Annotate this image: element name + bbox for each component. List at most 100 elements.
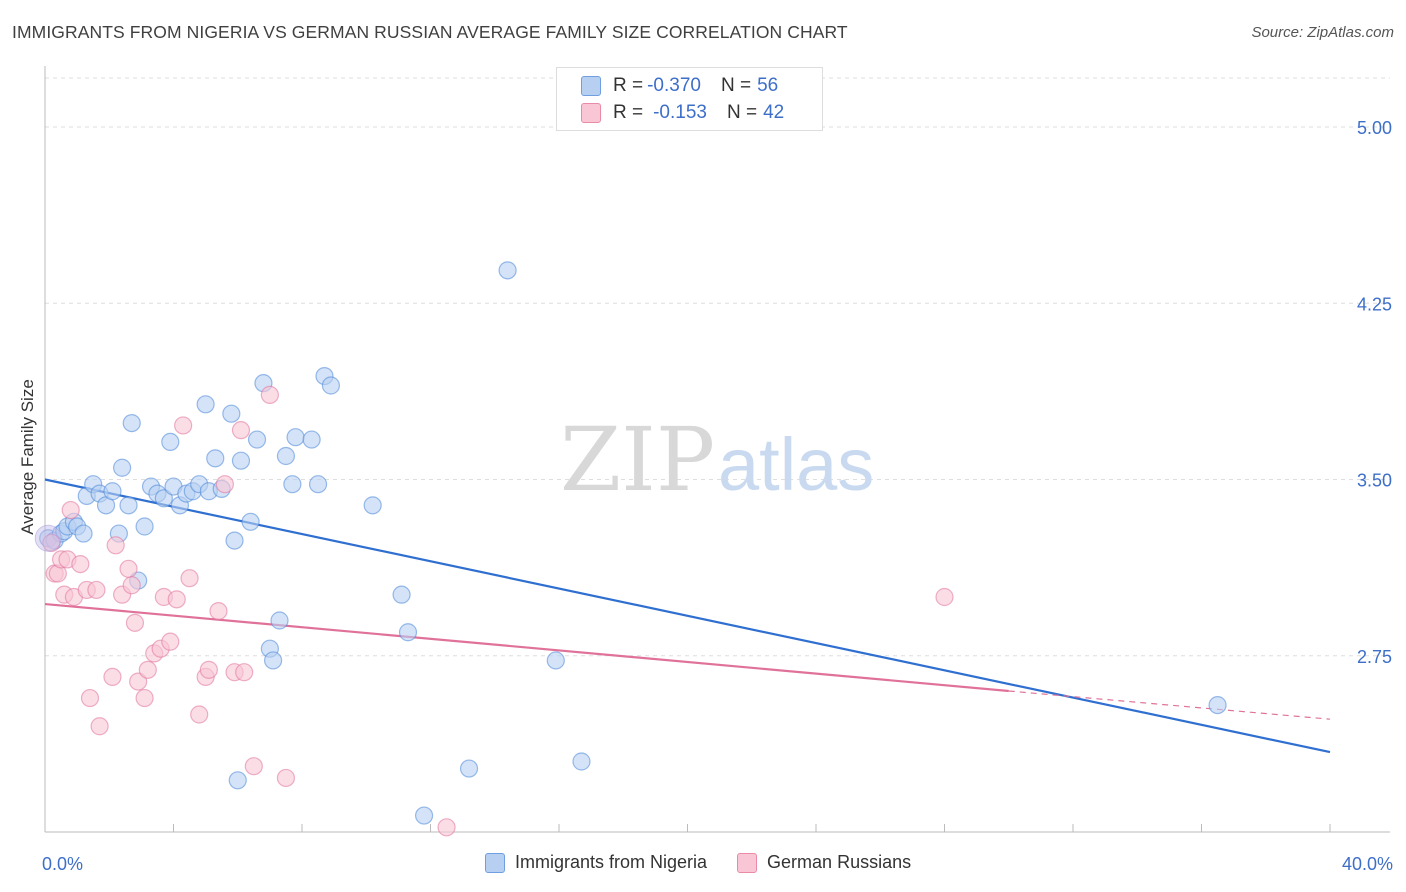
point-german-russians xyxy=(125,613,145,632)
point-nigeria xyxy=(414,806,434,825)
y-tick-label: 5.00 xyxy=(1357,118,1392,138)
point-german-russians xyxy=(190,705,209,724)
trend-line-german-russians xyxy=(44,602,1009,693)
point-german-russians xyxy=(180,569,199,588)
n-label: N = xyxy=(726,102,758,123)
stats-row-nigeria: R = -0.370 N = 56 xyxy=(581,73,778,99)
point-nigeria xyxy=(270,611,289,630)
point-german-russians xyxy=(231,421,251,440)
legend-swatch-nigeria xyxy=(485,852,505,873)
watermark-atlas: atlas xyxy=(718,423,874,506)
y-tick-label: 3.50 xyxy=(1357,471,1392,491)
point-nigeria xyxy=(321,376,341,395)
legend: Immigrants from Nigeria German Russians xyxy=(485,852,941,873)
point-nigeria xyxy=(103,482,122,501)
point-german-russians xyxy=(87,580,106,600)
trend-line-nigeria xyxy=(44,478,1331,754)
point-nigeria xyxy=(392,585,411,604)
grid-lines xyxy=(45,77,1390,657)
point-german-russians xyxy=(129,672,148,691)
point-nigeria xyxy=(283,475,302,494)
point-nigeria xyxy=(276,446,296,466)
point-nigeria xyxy=(498,261,517,280)
point-nigeria xyxy=(225,531,244,550)
point-german-russians xyxy=(209,601,228,621)
point-german-russians xyxy=(437,818,456,837)
point-german-russians xyxy=(935,587,954,607)
point-nigeria xyxy=(546,651,565,670)
point-nigeria xyxy=(1208,695,1227,715)
point-nigeria xyxy=(308,475,328,494)
trend-lines xyxy=(44,478,1331,754)
data-points xyxy=(34,261,1227,837)
point-nigeria xyxy=(302,430,321,449)
point-nigeria xyxy=(572,752,591,771)
point-german-russians xyxy=(122,576,141,595)
source-label: Source: ZipAtlas.com xyxy=(1251,24,1394,41)
y-axis-label: Average Family Size xyxy=(18,379,37,535)
point-nigeria xyxy=(196,395,215,414)
point-german-russians xyxy=(90,717,109,736)
point-german-russians xyxy=(80,688,100,708)
point-german-russians xyxy=(106,536,125,555)
point-german-russians xyxy=(174,416,193,435)
point-nigeria xyxy=(231,451,251,470)
r-label: R = xyxy=(613,102,644,123)
r-value: -0.370 xyxy=(647,75,701,96)
point-nigeria xyxy=(206,449,225,468)
n-value: 56 xyxy=(757,75,779,96)
point-overlap xyxy=(34,524,62,552)
x-tick-label: 40.0% xyxy=(1342,854,1393,874)
x-tick-labels: 0.0% 40.0% xyxy=(42,854,1393,874)
trend-line-german-russians-extension xyxy=(1008,690,1331,720)
point-german-russians xyxy=(199,660,218,679)
point-german-russians xyxy=(235,663,254,682)
point-nigeria xyxy=(222,404,241,423)
stats-row-german-russians: R = -0.153 N = 42 xyxy=(581,100,784,126)
y-tick-label: 2.75 xyxy=(1357,647,1392,667)
point-german-russians xyxy=(71,554,90,574)
point-nigeria xyxy=(154,489,173,508)
point-nigeria xyxy=(398,623,418,642)
y-tick-labels: 2.75 3.50 4.25 5.00 xyxy=(1357,118,1392,667)
n-label: N = xyxy=(720,75,752,96)
point-nigeria xyxy=(119,496,138,515)
point-nigeria xyxy=(363,496,382,515)
point-nigeria xyxy=(135,517,154,536)
point-german-russians xyxy=(167,590,186,609)
point-nigeria xyxy=(286,428,305,447)
point-nigeria xyxy=(74,524,93,543)
n-value: 42 xyxy=(763,102,785,123)
point-german-russians xyxy=(244,757,263,776)
point-nigeria xyxy=(459,759,479,778)
legend-label-german-russians: German Russians xyxy=(767,852,912,872)
point-german-russians xyxy=(138,660,157,679)
swatch-german-russians xyxy=(581,103,601,123)
point-german-russians xyxy=(119,559,138,578)
point-german-russians xyxy=(135,688,154,708)
point-german-russians xyxy=(260,385,279,404)
swatch-nigeria xyxy=(581,76,601,96)
point-german-russians xyxy=(61,500,80,520)
stats-box: R = -0.370 N = 56 R = -0.153 N = 42 xyxy=(556,67,823,131)
point-german-russians xyxy=(42,533,61,553)
point-nigeria xyxy=(122,414,141,433)
legend-label-nigeria: Immigrants from Nigeria xyxy=(515,852,708,872)
watermark-zip: ZIP xyxy=(560,408,715,511)
y-tick-label: 4.25 xyxy=(1357,294,1392,314)
point-german-russians xyxy=(215,475,234,494)
point-german-russians xyxy=(161,632,180,651)
point-nigeria xyxy=(247,430,267,449)
r-value: -0.153 xyxy=(653,102,707,123)
axes xyxy=(44,66,1390,833)
legend-item-nigeria[interactable]: Immigrants from Nigeria xyxy=(485,852,707,873)
point-german-russians xyxy=(276,768,296,788)
point-nigeria xyxy=(241,512,260,531)
point-nigeria xyxy=(161,432,180,451)
x-tick-label: 0.0% xyxy=(42,854,83,874)
legend-item-german-russians[interactable]: German Russians xyxy=(737,852,911,873)
point-nigeria xyxy=(112,458,132,477)
point-german-russians xyxy=(103,667,122,687)
point-nigeria xyxy=(228,771,247,790)
